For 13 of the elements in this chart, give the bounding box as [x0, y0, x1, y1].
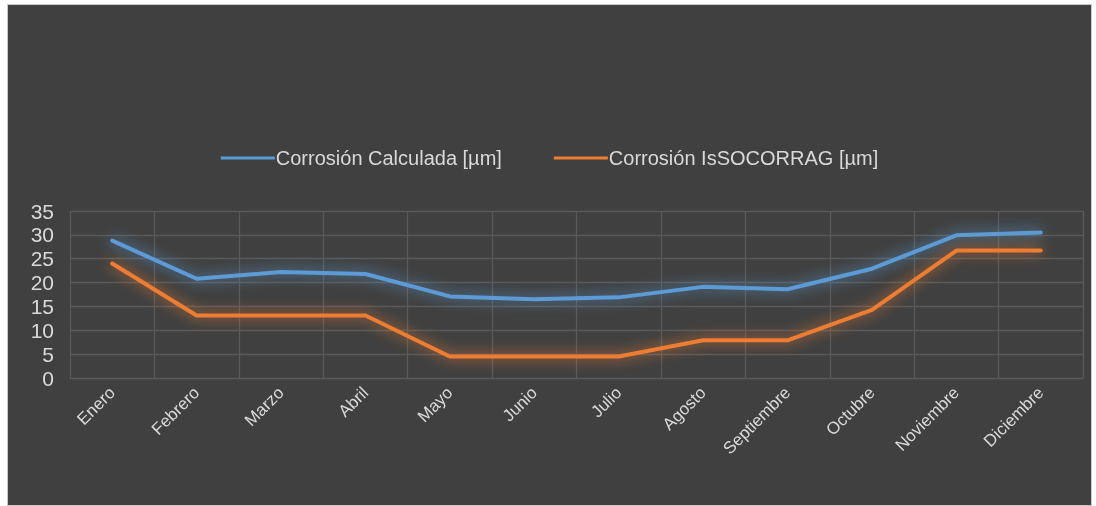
line-series	[110, 248, 1043, 359]
y-tick-label: 10	[30, 318, 54, 342]
y-tick-label: 20	[30, 271, 54, 295]
y-tick-label: 15	[30, 294, 54, 318]
y-tick-label: 0	[42, 366, 54, 390]
y-tick-label: 25	[30, 247, 54, 271]
x-tick-label: Julio	[587, 383, 626, 422]
y-tick-label: 5	[42, 342, 54, 366]
line-series	[110, 230, 1043, 302]
legend-label: Corrosión Calculada [µm]	[275, 147, 502, 169]
legend-label: Corrosión IsSOCORRAG [µm]	[608, 147, 879, 169]
y-tick-label: 35	[30, 199, 54, 223]
y-tick-label: 30	[30, 223, 54, 247]
